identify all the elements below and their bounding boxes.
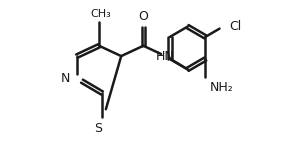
Text: S: S [94, 122, 102, 135]
Text: CH₃: CH₃ [90, 9, 111, 19]
Text: N: N [61, 72, 70, 85]
Text: O: O [138, 10, 148, 23]
Text: HN: HN [156, 50, 175, 63]
Text: NH₂: NH₂ [210, 81, 233, 94]
Text: Cl: Cl [229, 20, 241, 33]
